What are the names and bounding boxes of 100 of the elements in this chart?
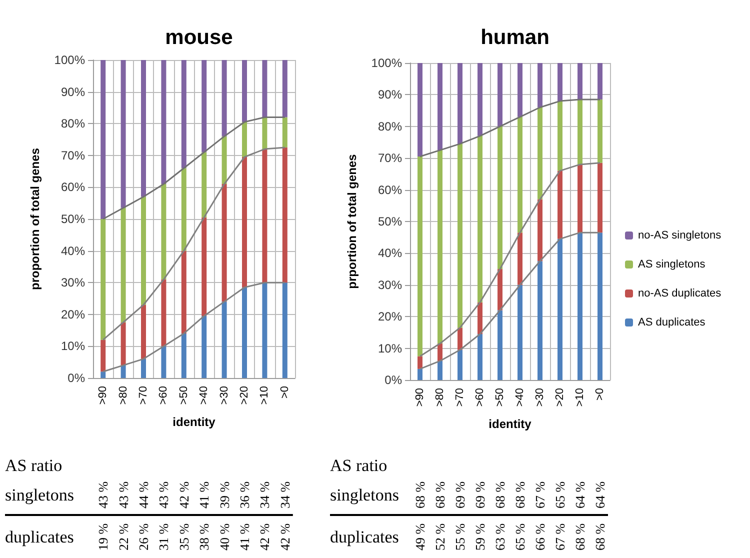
text: 36 % <box>237 481 252 509</box>
text: 68 % <box>412 481 428 509</box>
text: 64 % <box>572 481 588 509</box>
bar <box>578 232 582 380</box>
bar <box>438 360 442 380</box>
text: 68 % <box>572 523 588 551</box>
bar <box>518 232 522 285</box>
y-tick-label: 50% <box>378 214 402 228</box>
bar <box>100 60 106 219</box>
bar <box>222 184 227 302</box>
text: 43 % <box>156 481 172 509</box>
bar <box>538 107 542 200</box>
bar <box>478 136 482 302</box>
bar <box>418 368 422 380</box>
line-series <box>419 232 601 370</box>
text: 43 % <box>96 481 111 509</box>
x-tick-label: >80 <box>434 388 446 407</box>
bar <box>578 164 582 233</box>
bar <box>458 350 462 380</box>
text: 19 % <box>96 523 111 551</box>
bar <box>518 63 522 117</box>
bar <box>100 219 106 340</box>
y-tick-label: 90% <box>378 88 402 102</box>
x-tick-label: >70 <box>454 388 466 407</box>
y-tick-label: 60% <box>378 182 402 197</box>
legend-label: no-AS duplicates <box>638 288 722 300</box>
bar <box>458 144 462 328</box>
y-tick-label: 0% <box>384 373 402 387</box>
y-tick-label: 70% <box>60 148 86 162</box>
bar <box>598 99 602 163</box>
text: 38 % <box>196 523 212 551</box>
bar <box>181 333 186 378</box>
bar <box>120 208 126 322</box>
y-tick-label: 60% <box>60 180 86 194</box>
bar <box>262 60 268 118</box>
bar <box>418 156 422 356</box>
text: 63 % <box>492 523 508 551</box>
bar <box>518 284 522 380</box>
text: 69 % <box>472 481 488 509</box>
bar <box>242 60 247 122</box>
bar <box>282 60 288 118</box>
x-tick-label: >40 <box>198 386 210 405</box>
bar <box>498 269 502 310</box>
x-tick-label: >20 <box>238 386 250 405</box>
text: singletons <box>5 486 74 504</box>
text: 55 % <box>452 523 468 551</box>
bar <box>181 168 186 251</box>
text: 66 % <box>532 523 548 551</box>
legend-label: AS singletons <box>638 258 706 270</box>
text: 22 % <box>116 523 131 551</box>
bar <box>181 60 186 168</box>
text: 42 % <box>176 481 192 509</box>
bar <box>558 238 562 380</box>
y-tick-label: 70% <box>378 151 402 166</box>
x-tick-label: >60 <box>474 388 486 407</box>
x-tick-label: >60 <box>158 386 170 405</box>
bar <box>100 372 106 378</box>
line-series <box>102 282 286 372</box>
bar <box>282 282 288 378</box>
bar <box>498 63 502 126</box>
bar <box>161 346 166 378</box>
bar <box>202 217 207 316</box>
text: 41 % <box>196 481 212 509</box>
legend-label: AS duplicates <box>638 316 706 328</box>
bar <box>578 99 582 164</box>
bar <box>181 250 186 334</box>
bar <box>598 162 602 233</box>
text: 42 % <box>277 523 292 551</box>
legend-label: no-AS singletons <box>638 230 722 242</box>
y-tick-label: 40% <box>378 246 402 260</box>
chart-title: human <box>480 26 550 49</box>
text: 59 % <box>472 523 488 551</box>
x-tick-label: >0 <box>278 386 291 399</box>
bar <box>222 136 227 184</box>
y-tick-label: 100% <box>54 53 86 67</box>
y-tick-label: 100% <box>371 56 402 70</box>
x-tick-label: >50 <box>494 388 506 407</box>
bar <box>100 340 106 372</box>
bar <box>202 316 207 378</box>
y-tick-label: 40% <box>60 244 86 258</box>
bar <box>222 302 227 378</box>
text: AS ratio <box>330 456 388 475</box>
text: 42 % <box>257 523 272 551</box>
y-tick-label: 30% <box>60 276 86 290</box>
x-tick-label: >10 <box>574 388 586 407</box>
bar <box>141 358 146 378</box>
text: 26 % <box>136 523 151 551</box>
x-axis-title: identity <box>172 415 216 429</box>
bar <box>161 184 166 280</box>
bar <box>598 232 602 380</box>
bar <box>418 63 422 157</box>
text: 68 % <box>592 523 608 551</box>
chart-title: mouse <box>165 26 233 49</box>
x-tick-label: >30 <box>218 386 230 405</box>
y-tick-label: 0% <box>68 371 86 385</box>
bar <box>120 60 126 208</box>
y-tick-label: 20% <box>60 307 86 322</box>
bar <box>498 126 502 270</box>
bar <box>578 63 582 100</box>
bar <box>242 122 247 157</box>
